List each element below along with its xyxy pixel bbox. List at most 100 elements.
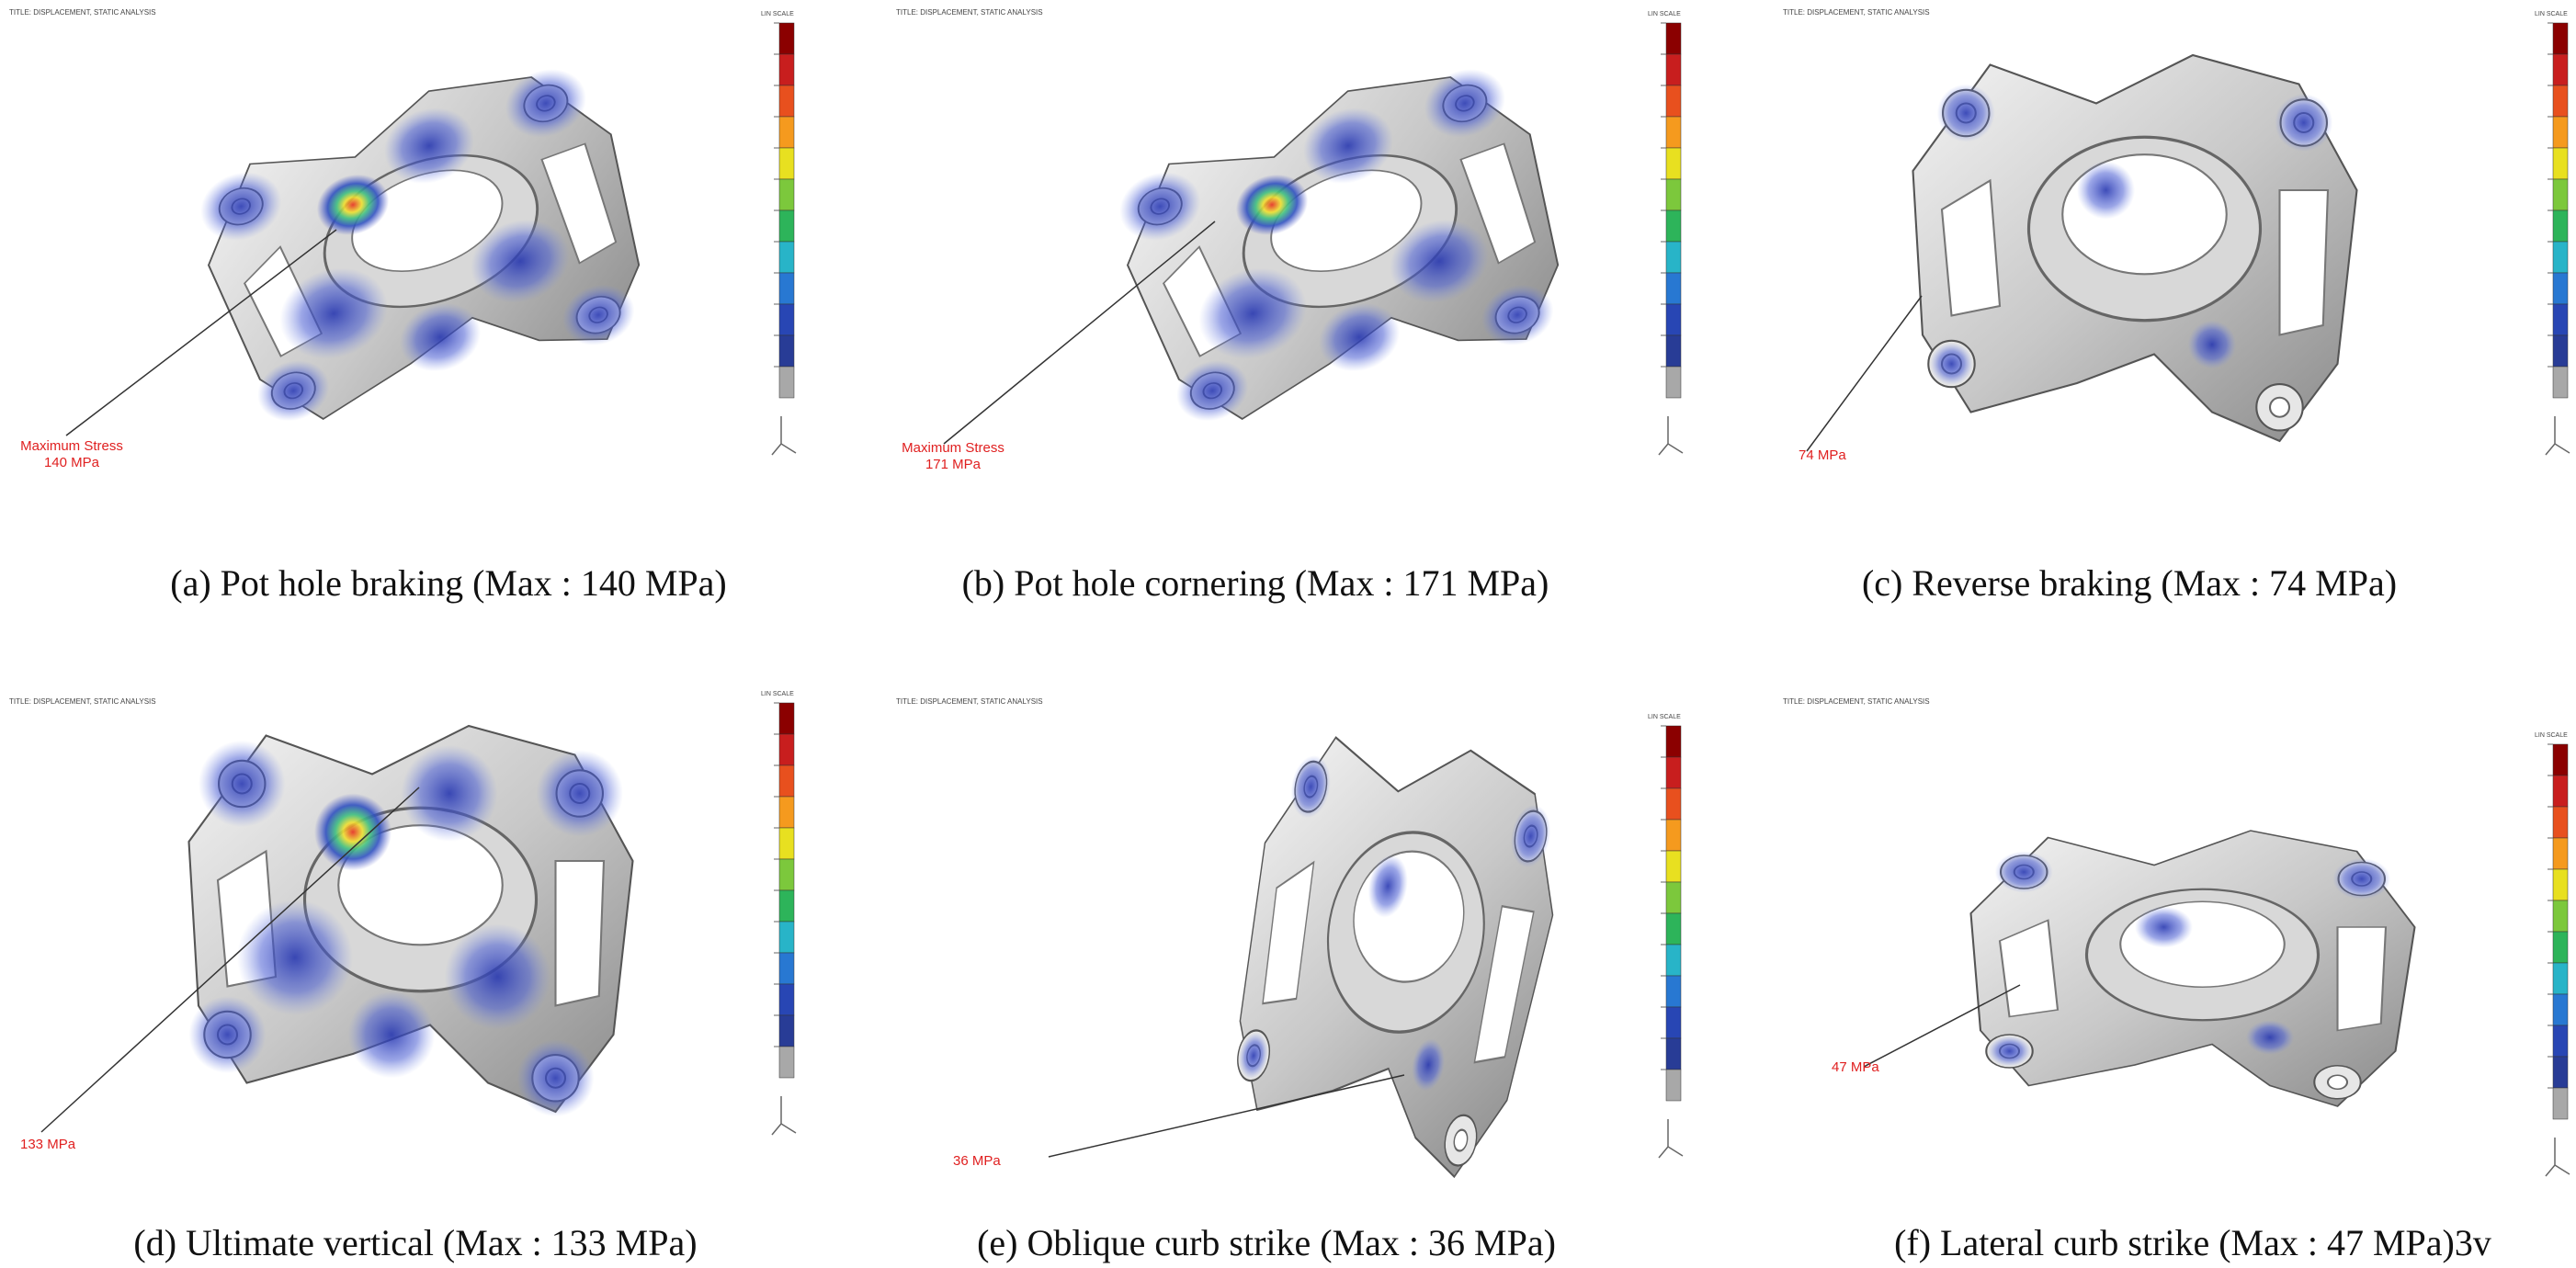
stress-contour [2245,1020,2295,1055]
leader-line [40,787,420,1133]
stress-contour [237,900,353,1015]
axis-triad [1658,416,1684,456]
scale-block [778,241,795,274]
scale-block [778,733,795,766]
stress-contour [1481,284,1554,345]
slot [554,859,606,1007]
scale-block [778,272,795,305]
scale-block [1665,22,1682,55]
scale-block [778,702,795,735]
scale-block [2552,53,2569,86]
mount-hole [2268,396,2291,418]
axis-triad [1658,1119,1684,1159]
stress-contour [1235,174,1309,235]
stress-contour [347,991,436,1079]
stress-contour [2077,161,2135,220]
stress-contour [2135,906,2193,948]
scale-block [2552,1087,2569,1120]
scale-block [778,22,795,55]
scale-block [778,921,795,954]
stress-contour [1290,755,1331,819]
stress-contour [257,360,330,422]
scale-block [2552,743,2569,776]
caption: (e) Oblique curb strike (Max : 36 MPa) [977,1222,1556,1263]
stress-contour [1390,219,1489,303]
mount-hole [1453,1128,1469,1152]
scale-block [2552,209,2569,243]
scale-block [2552,900,2569,933]
scale-title: LIN SCALE [761,691,794,697]
scale-block [1665,53,1682,86]
axis-triad [2545,416,2570,456]
leader-line [1863,984,2021,1068]
scale-block [2552,303,2569,336]
stress-contour [562,284,635,345]
caption: (b) Pot hole cornering (Max : 171 MPa) [961,562,1549,604]
axis-triad [2545,1138,2570,1177]
stress-contour [316,174,390,235]
stress-contour [505,69,586,138]
scale-block [778,796,795,829]
scale-block [778,889,795,923]
scale-block [1665,85,1682,118]
stress-contour [200,172,282,241]
leader-line [1806,295,1923,452]
scale-block [2552,993,2569,1026]
stress-contour [384,108,474,184]
scale-block [1665,147,1682,180]
scale-block [778,85,795,118]
header-text: TITLE: DISPLACEMENT, STATIC ANALYSIS [896,8,1043,17]
stress-contour [399,302,482,372]
fea-panel: TITLE: DISPLACEMENT, STATIC ANALYSIS LIN … [1783,697,2570,1177]
knuckle-part [1119,69,1560,422]
scale-block [1665,1069,1682,1102]
scale-block [1665,272,1682,305]
knuckle-part [200,69,641,422]
scale-block [778,53,795,86]
stress-annotation: 36 MPa [953,1153,1001,1169]
fea-panel: TITLE: DISPLACEMENT, STATIC ANALYSIS LIN … [896,8,1684,472]
scale-block [2552,931,2569,964]
scale-block [1665,1006,1682,1039]
header-text: TITLE: DISPLACEMENT, STATIC ANALYSIS [9,8,156,17]
axis-triad [771,416,797,456]
scale-block [2552,962,2569,995]
slot [2278,188,2330,336]
scale-title: LIN SCALE [2535,11,2568,17]
stress-annotation: 171 MPa [925,457,982,472]
header-text: TITLE: DISPLACEMENT, STATIC ANALYSIS [896,697,1043,706]
scale-title: LIN SCALE [2535,732,2568,739]
caption: (a) Pot hole braking (Max : 140 MPa) [170,562,727,604]
scale-block [1665,787,1682,821]
stress-annotation: 47 MPa [1832,1059,1879,1075]
stress-contour [1239,1032,1268,1079]
scale-block [1665,366,1682,399]
slot [540,142,618,265]
fea-panel: TITLE: DISPLACEMENT, STATIC ANALYSIS LIN … [9,691,797,1152]
knuckle-part [1237,736,1554,1179]
scale-block [778,827,795,860]
scale-block [778,209,795,243]
leader-line [1048,1074,1405,1158]
knuckle-part [1969,830,2416,1107]
scale-block [778,1046,795,1079]
slot [1262,860,1315,1005]
scale-block [2552,241,2569,274]
scale-block [778,116,795,149]
scale-title: LIN SCALE [1648,11,1681,17]
scale-block [2552,868,2569,901]
mount-hole [2326,1074,2349,1090]
slot [1998,919,2060,1018]
scale-block [1665,209,1682,243]
scale-block [2552,775,2569,808]
stress-contour [279,267,388,359]
scale-block [778,858,795,891]
scale-title: LIN SCALE [761,11,794,17]
stress-contour [1367,855,1408,918]
axis-triad [771,1096,797,1136]
scale-block [778,178,795,211]
slot [1473,905,1535,1064]
stress-contour [444,923,551,1030]
scale-block [1665,944,1682,977]
